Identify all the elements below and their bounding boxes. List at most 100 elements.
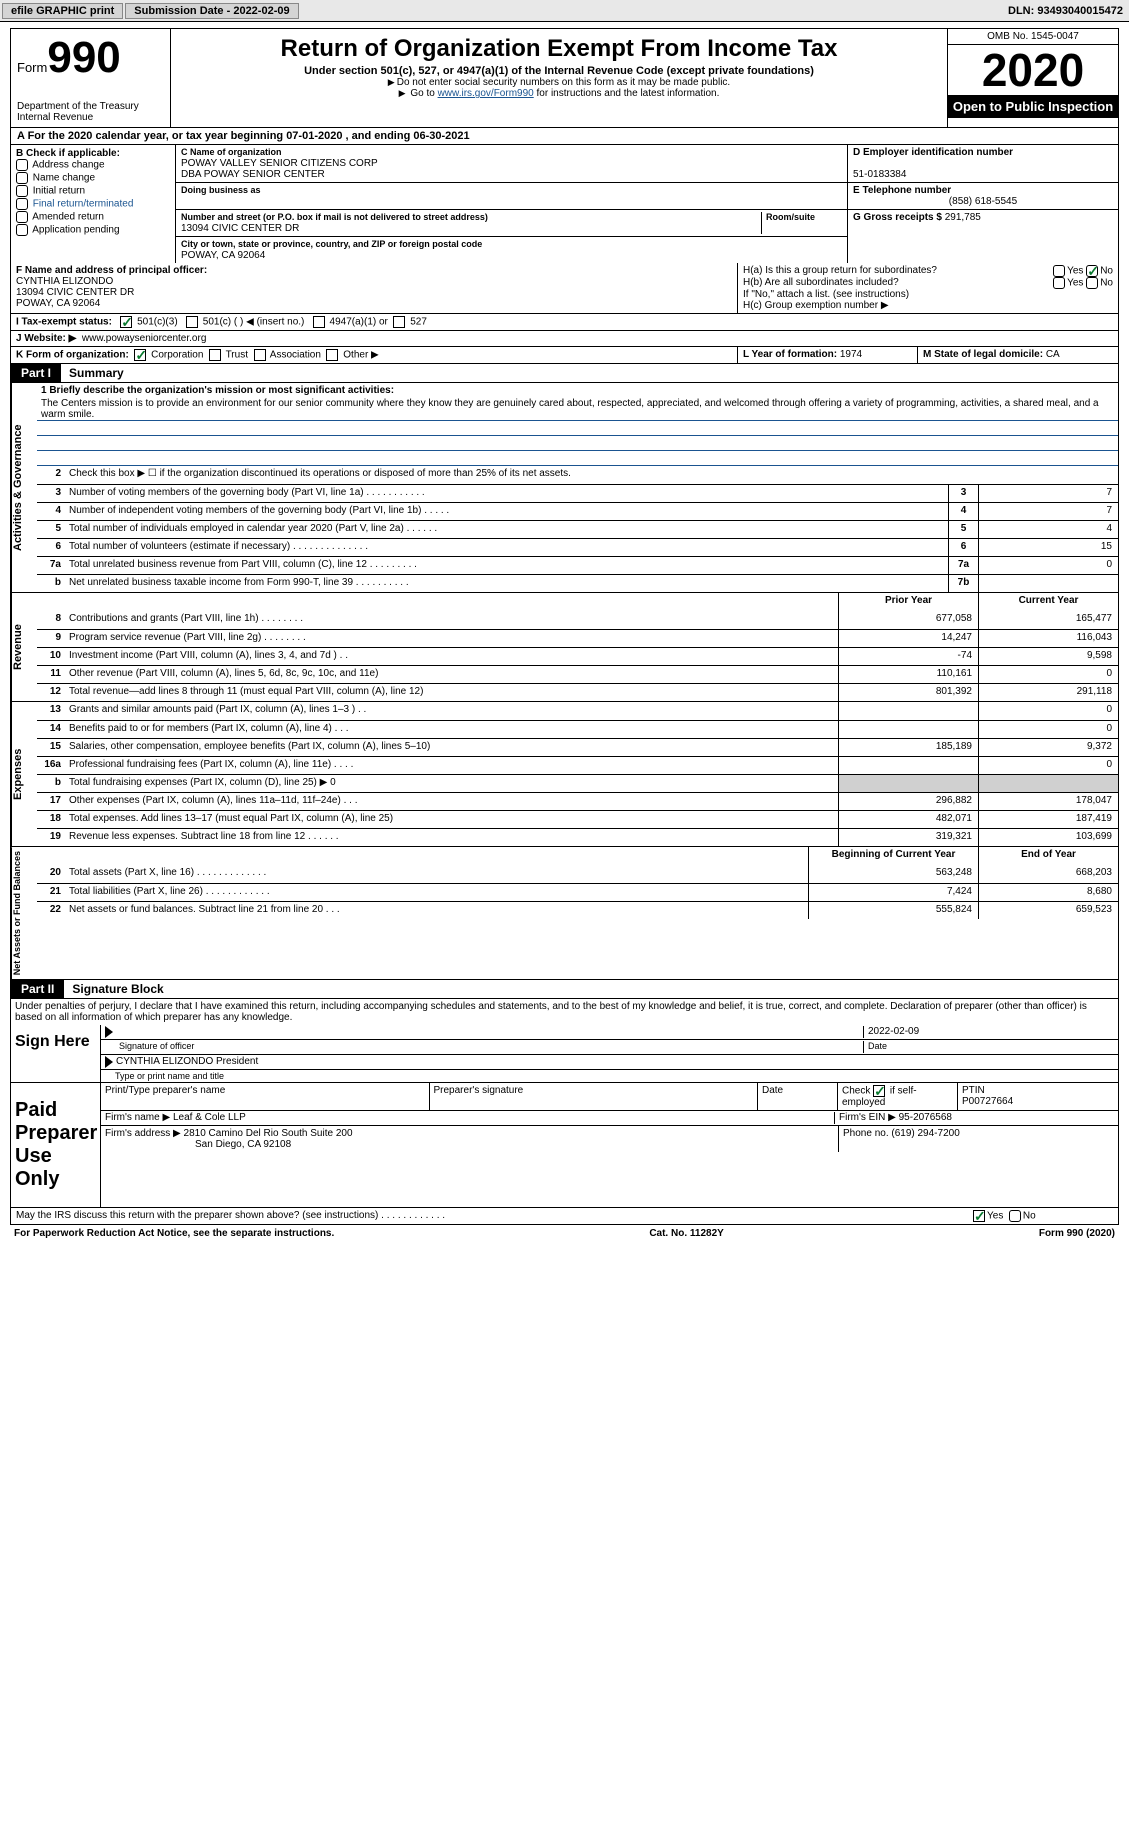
chk-initial-return[interactable]: Initial return bbox=[16, 185, 170, 197]
website-note: Go to www.irs.gov/Form990 for instructio… bbox=[179, 88, 939, 99]
sign-here-label: Sign Here bbox=[11, 1025, 101, 1082]
org-address: 13094 CIVIC CENTER DR bbox=[181, 223, 299, 234]
hb-no[interactable] bbox=[1086, 277, 1098, 289]
gross-receipts: 291,785 bbox=[945, 212, 981, 223]
summary-row: 11Other revenue (Part VIII, column (A), … bbox=[37, 665, 1118, 683]
mission-text: The Centers mission is to provide an env… bbox=[37, 398, 1118, 421]
summary-row: 12Total revenue—add lines 8 through 11 (… bbox=[37, 683, 1118, 701]
section-d: D Employer identification number 51-0183… bbox=[848, 145, 1118, 263]
section-j: J Website: ▶ www.powayseniorcenter.org bbox=[11, 331, 1118, 346]
ssn-note: Do not enter social security numbers on … bbox=[179, 77, 939, 88]
chk-amended[interactable]: Amended return bbox=[16, 211, 170, 223]
ptin: P00727664 bbox=[962, 1096, 1013, 1107]
signature-block: Sign Here 2022-02-09 Signature of office… bbox=[10, 1025, 1119, 1208]
irs-label: Internal Revenue bbox=[17, 112, 164, 123]
ha-yes[interactable] bbox=[1053, 265, 1065, 277]
chk-address-change[interactable]: Address change bbox=[16, 159, 170, 171]
summary-row: bNet unrelated business taxable income f… bbox=[37, 574, 1118, 592]
chk-self-employed[interactable] bbox=[873, 1085, 885, 1097]
form-subtitle: Under section 501(c), 527, or 4947(a)(1)… bbox=[179, 65, 939, 77]
chk-final-return[interactable]: Final return/terminated bbox=[16, 198, 170, 210]
firm-ein: 95-2076568 bbox=[899, 1112, 952, 1123]
revenue-section: Revenue Prior Year Current Year 8Contrib… bbox=[10, 593, 1119, 702]
summary-row: 4Number of independent voting members of… bbox=[37, 502, 1118, 520]
summary-row: 9Program service revenue (Part VIII, lin… bbox=[37, 629, 1118, 647]
part2-header: Part II Signature Block bbox=[10, 980, 1119, 999]
firm-addr2: San Diego, CA 92108 bbox=[105, 1139, 291, 1150]
section-i: I Tax-exempt status: 501(c)(3) 501(c) ( … bbox=[11, 314, 1118, 330]
summary-row: 20Total assets (Part X, line 16) . . . .… bbox=[37, 865, 1118, 883]
summary-row: 2Check this box ▶ ☐ if the organization … bbox=[37, 466, 1118, 484]
dln: DLN: 93493040015472 bbox=[1002, 5, 1129, 17]
irs-link[interactable]: www.irs.gov/Form990 bbox=[438, 88, 534, 99]
summary-row: 16aProfessional fundraising fees (Part I… bbox=[37, 756, 1118, 774]
org-name-2: DBA POWAY SENIOR CENTER bbox=[181, 169, 325, 180]
telephone: (858) 618-5545 bbox=[853, 196, 1113, 207]
discuss-no[interactable] bbox=[1009, 1210, 1021, 1222]
chk-501c3[interactable] bbox=[120, 316, 132, 328]
org-name-1: POWAY VALLEY SENIOR CITIZENS CORP bbox=[181, 158, 378, 169]
summary-row: 7aTotal unrelated business revenue from … bbox=[37, 556, 1118, 574]
firm-addr1: 2810 Camino Del Rio South Suite 200 bbox=[184, 1128, 353, 1139]
website: www.powayseniorcenter.org bbox=[82, 333, 207, 344]
officer-sig-name: CYNTHIA ELIZONDO President bbox=[116, 1056, 258, 1068]
chk-501c[interactable] bbox=[186, 316, 198, 328]
submission-date: Submission Date - 2022-02-09 bbox=[125, 3, 298, 19]
discuss-yes[interactable] bbox=[973, 1210, 985, 1222]
efile-topbar: efile GRAPHIC print Submission Date - 20… bbox=[0, 0, 1129, 22]
dept-treasury: Department of the Treasury bbox=[17, 101, 164, 112]
form-title: Return of Organization Exempt From Incom… bbox=[179, 35, 939, 63]
discuss-question: May the IRS discuss this return with the… bbox=[11, 1208, 968, 1224]
expenses-section: Expenses 13Grants and similar amounts pa… bbox=[10, 702, 1119, 847]
summary-row: 10Investment income (Part VIII, column (… bbox=[37, 647, 1118, 665]
section-l: L Year of formation: 1974 bbox=[738, 347, 918, 363]
omb-number: OMB No. 1545-0047 bbox=[948, 29, 1118, 45]
paid-preparer-label: Paid Preparer Use Only bbox=[11, 1083, 101, 1207]
section-c: C Name of organization POWAY VALLEY SENI… bbox=[176, 145, 848, 263]
section-f: F Name and address of principal officer:… bbox=[11, 263, 738, 313]
ha-no[interactable] bbox=[1086, 265, 1098, 277]
summary-row: 8Contributions and grants (Part VIII, li… bbox=[37, 611, 1118, 629]
open-inspection: Open to Public Inspection bbox=[948, 95, 1118, 118]
summary-row: 5Total number of individuals employed in… bbox=[37, 520, 1118, 538]
chk-assoc[interactable] bbox=[254, 349, 266, 361]
org-city: POWAY, CA 92064 bbox=[181, 250, 265, 261]
summary-row: 15Salaries, other compensation, employee… bbox=[37, 738, 1118, 756]
chk-other[interactable] bbox=[326, 349, 338, 361]
summary-row: 18Total expenses. Add lines 13–17 (must … bbox=[37, 810, 1118, 828]
chk-corp[interactable] bbox=[134, 349, 146, 361]
netassets-section: Net Assets or Fund Balances Beginning of… bbox=[10, 847, 1119, 980]
section-h: H(a) Is this a group return for subordin… bbox=[738, 263, 1118, 313]
section-m: M State of legal domicile: CA bbox=[918, 347, 1118, 363]
summary-row: 22Net assets or fund balances. Subtract … bbox=[37, 901, 1118, 919]
firm-phone: (619) 294-7200 bbox=[891, 1128, 959, 1139]
page-footer: For Paperwork Reduction Act Notice, see … bbox=[10, 1225, 1119, 1242]
summary-row: 3Number of voting members of the governi… bbox=[37, 484, 1118, 502]
summary-row: bTotal fundraising expenses (Part IX, co… bbox=[37, 774, 1118, 792]
officer-name: CYNTHIA ELIZONDO bbox=[16, 276, 113, 287]
org-info-grid: B Check if applicable: Address change Na… bbox=[10, 145, 1119, 263]
summary-row: 17Other expenses (Part IX, column (A), l… bbox=[37, 792, 1118, 810]
chk-name-change[interactable]: Name change bbox=[16, 172, 170, 184]
summary-row: 19Revenue less expenses. Subtract line 1… bbox=[37, 828, 1118, 846]
firm-name: Leaf & Cole LLP bbox=[173, 1112, 246, 1123]
part1-header: Part I Summary bbox=[10, 364, 1119, 383]
chk-pending[interactable]: Application pending bbox=[16, 224, 170, 236]
chk-527[interactable] bbox=[393, 316, 405, 328]
section-b: B Check if applicable: Address change Na… bbox=[11, 145, 176, 263]
summary-row: 21Total liabilities (Part X, line 26) . … bbox=[37, 883, 1118, 901]
summary-row: 13Grants and similar amounts paid (Part … bbox=[37, 702, 1118, 720]
summary-row: 14Benefits paid to or for members (Part … bbox=[37, 720, 1118, 738]
section-k: K Form of organization: Corporation Trus… bbox=[11, 347, 738, 363]
chk-4947[interactable] bbox=[313, 316, 325, 328]
governance-section: Activities & Governance 1 Briefly descri… bbox=[10, 383, 1119, 593]
form-number: Form990 bbox=[17, 33, 164, 83]
efile-print-button[interactable]: efile GRAPHIC print bbox=[2, 3, 123, 19]
chk-trust[interactable] bbox=[209, 349, 221, 361]
penalties-text: Under penalties of perjury, I declare th… bbox=[10, 999, 1119, 1025]
ein: 51-0183384 bbox=[853, 169, 906, 180]
tax-period: A For the 2020 calendar year, or tax yea… bbox=[10, 128, 1119, 145]
summary-row: 6Total number of volunteers (estimate if… bbox=[37, 538, 1118, 556]
hb-yes[interactable] bbox=[1053, 277, 1065, 289]
tax-year: 2020 bbox=[948, 45, 1118, 95]
